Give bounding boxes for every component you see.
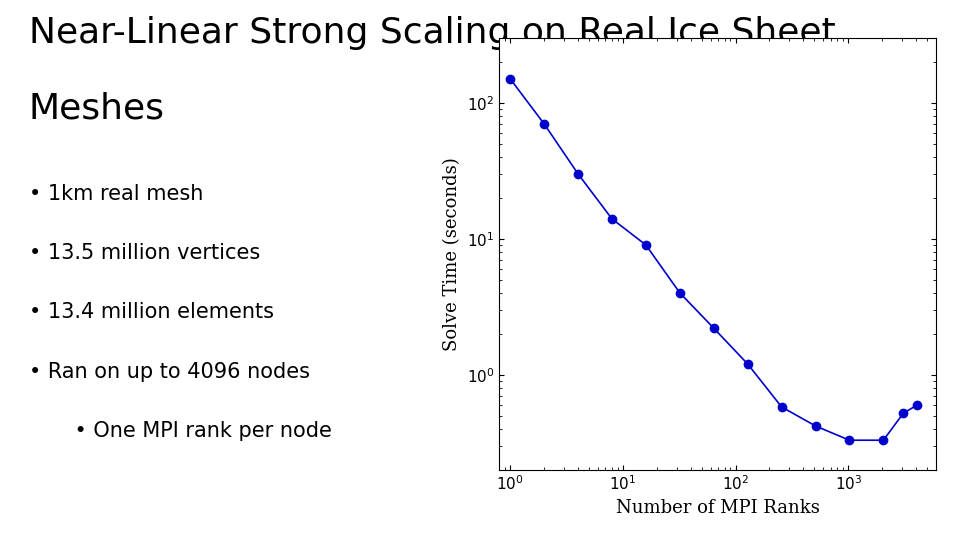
Text: • 13.5 million vertices: • 13.5 million vertices: [29, 243, 260, 263]
Text: • One MPI rank per node: • One MPI rank per node: [48, 421, 332, 441]
Text: Meshes: Meshes: [29, 92, 165, 126]
Text: • Ran on up to 4096 nodes: • Ran on up to 4096 nodes: [29, 362, 310, 382]
Text: Near-Linear Strong Scaling on Real Ice Sheet: Near-Linear Strong Scaling on Real Ice S…: [29, 16, 835, 50]
X-axis label: Number of MPI Ranks: Number of MPI Ranks: [615, 499, 820, 517]
Text: • 1km real mesh: • 1km real mesh: [29, 184, 204, 204]
Text: • 13.4 million elements: • 13.4 million elements: [29, 302, 274, 322]
Y-axis label: Solve Time (seconds): Solve Time (seconds): [444, 157, 461, 350]
